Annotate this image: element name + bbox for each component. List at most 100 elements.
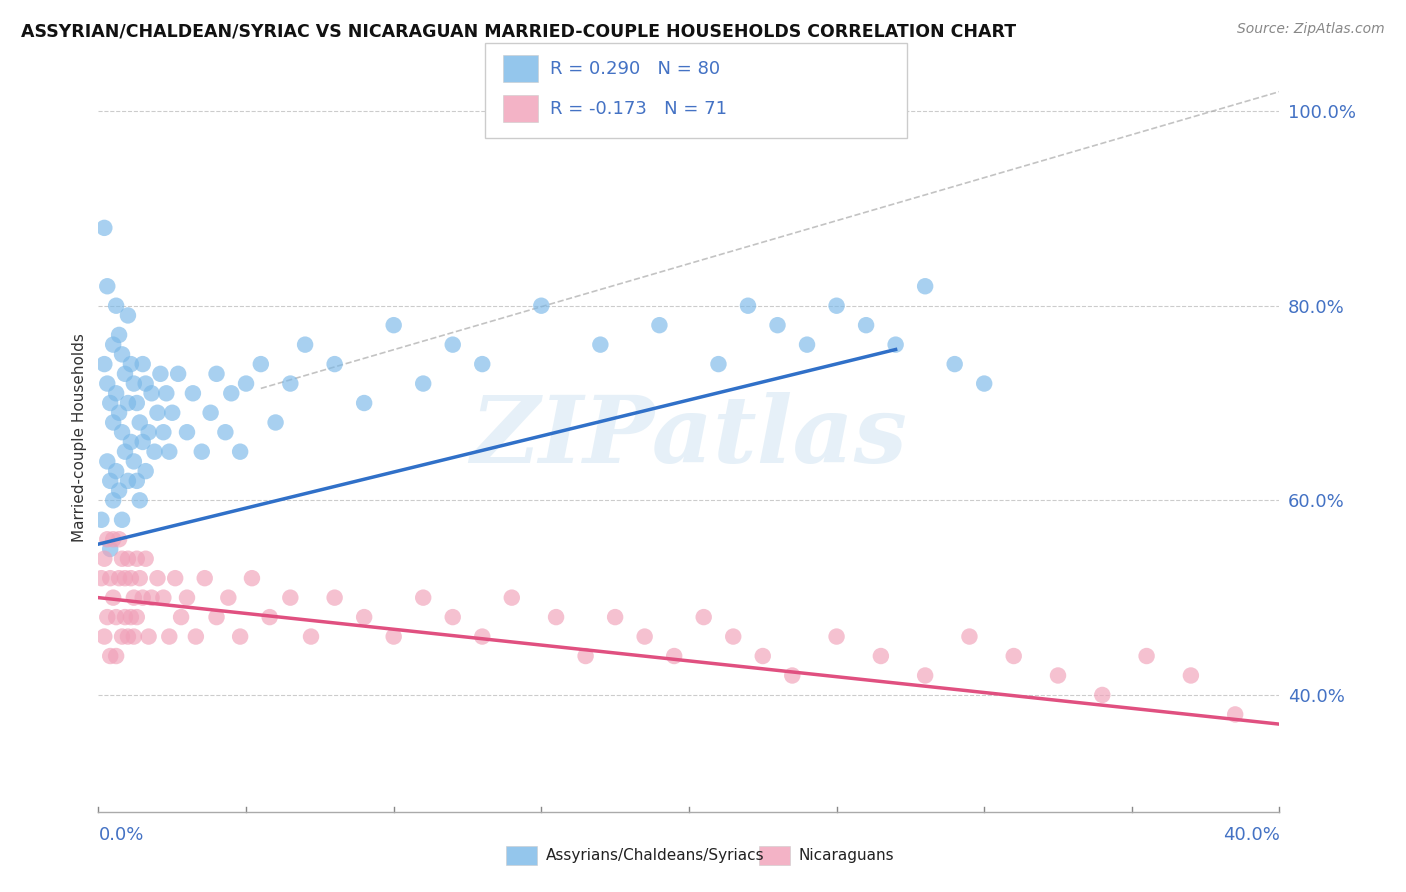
Text: 0.0%: 0.0% [98, 826, 143, 845]
Point [353, 396, 375, 410]
Point [96, 533, 118, 547]
Point [412, 376, 434, 391]
Point [103, 416, 125, 430]
Point [122, 591, 145, 605]
Point [294, 337, 316, 351]
Point [914, 668, 936, 682]
Point [125, 474, 148, 488]
Point [143, 444, 166, 458]
Point [157, 630, 180, 644]
Point [250, 357, 273, 371]
Text: Assyrians/Chaldeans/Syriacs: Assyrians/Chaldeans/Syriacs [546, 848, 763, 863]
Point [737, 299, 759, 313]
Point [103, 533, 125, 547]
Point [229, 630, 252, 644]
Point [117, 396, 139, 410]
Point [141, 386, 163, 401]
Point [825, 630, 848, 644]
Point [128, 493, 150, 508]
Point [648, 318, 671, 333]
Point [382, 318, 405, 333]
Point [138, 630, 160, 644]
Point [117, 474, 139, 488]
Point [117, 630, 139, 644]
Point [221, 386, 243, 401]
Point [103, 591, 125, 605]
Point [122, 454, 145, 468]
Point [693, 610, 716, 624]
Point [1180, 668, 1202, 682]
Point [108, 406, 131, 420]
Point [217, 591, 239, 605]
Point [96, 279, 118, 293]
Point [181, 386, 204, 401]
Point [93, 220, 115, 235]
Point [240, 571, 263, 585]
Point [105, 386, 128, 401]
Text: ASSYRIAN/CHALDEAN/SYRIAC VS NICARAGUAN MARRIED-COUPLE HOUSEHOLDS CORRELATION CHA: ASSYRIAN/CHALDEAN/SYRIAC VS NICARAGUAN M… [21, 22, 1017, 40]
Point [170, 610, 193, 624]
Point [117, 309, 139, 323]
Point [176, 425, 198, 440]
Point [1136, 648, 1159, 663]
Point [135, 464, 157, 478]
Point [114, 444, 136, 458]
Text: Source: ZipAtlas.com: Source: ZipAtlas.com [1237, 22, 1385, 37]
Point [117, 551, 139, 566]
Point [707, 357, 730, 371]
Point [229, 444, 252, 458]
Point [132, 357, 155, 371]
Point [264, 416, 287, 430]
Point [96, 610, 118, 624]
Point [138, 425, 160, 440]
Point [98, 648, 121, 663]
Point [105, 464, 128, 478]
Point [162, 406, 183, 420]
Text: 40.0%: 40.0% [1223, 826, 1279, 845]
Point [135, 551, 157, 566]
Point [766, 318, 789, 333]
Point [1046, 668, 1070, 682]
Point [191, 444, 214, 458]
Point [943, 357, 966, 371]
Point [914, 279, 936, 293]
Point [471, 357, 494, 371]
Point [120, 434, 142, 449]
Point [1091, 688, 1114, 702]
Point [146, 571, 169, 585]
Point [205, 367, 228, 381]
Point [146, 406, 169, 420]
Point [1002, 648, 1025, 663]
Point [884, 337, 907, 351]
Point [634, 630, 657, 644]
Point [176, 591, 198, 605]
Point [782, 668, 804, 682]
Point [382, 630, 405, 644]
Point [235, 376, 257, 391]
Point [103, 493, 125, 508]
Point [157, 444, 180, 458]
Point [501, 591, 523, 605]
Point [114, 610, 136, 624]
Point [120, 571, 142, 585]
Point [128, 571, 150, 585]
Point [108, 327, 131, 342]
Point [149, 367, 172, 381]
Point [125, 610, 148, 624]
Point [973, 376, 995, 391]
Text: Nicaraguans: Nicaraguans [799, 848, 894, 863]
Point [96, 376, 118, 391]
Point [323, 357, 346, 371]
Text: R = 0.290   N = 80: R = 0.290 N = 80 [550, 60, 720, 78]
Point [132, 434, 155, 449]
Point [280, 591, 302, 605]
Point [111, 425, 134, 440]
Point [103, 337, 125, 351]
Point [105, 648, 128, 663]
Point [111, 630, 134, 644]
Point [471, 630, 494, 644]
Point [108, 571, 131, 585]
Point [299, 630, 322, 644]
Point [122, 376, 145, 391]
Point [114, 367, 136, 381]
